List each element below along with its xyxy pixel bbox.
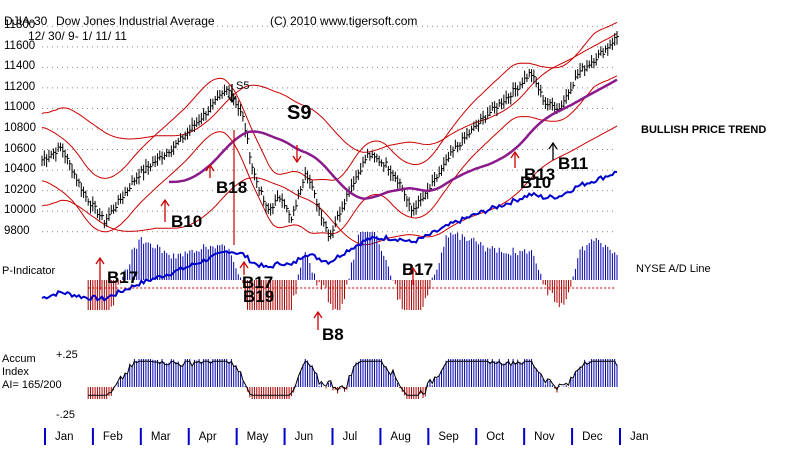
gridlines [42, 25, 617, 233]
signal-b17-may: B17 [242, 273, 274, 292]
accum-index-histogram [87, 359, 618, 399]
month-tick [44, 428, 46, 445]
y-tick-label: 10800 [4, 122, 36, 134]
outer-lower-band [41, 125, 618, 246]
arrow-b8-head [313, 310, 323, 319]
nyse-ad-label: NYSE A/D Line [636, 263, 711, 275]
month-axis [42, 427, 627, 445]
arrow-b17-feb-head [95, 256, 105, 265]
price-bars [41, 31, 619, 242]
signal-b18: B18 [216, 178, 248, 197]
month-label: Mar [150, 431, 171, 443]
p-indicator-histogram [87, 232, 618, 310]
symbol-label: DJIA-30 [4, 14, 48, 28]
arrow-b17-may-head [239, 260, 249, 269]
signal-b19: B19 [243, 287, 275, 306]
copyright: (C) 2010 www.tigersoft.com [270, 14, 418, 28]
month-tick [139, 428, 142, 445]
outer-upper-band [41, 33, 618, 153]
month-tick [523, 428, 526, 445]
signal-b17-feb: B17 [107, 268, 139, 287]
month-label: Sep [438, 431, 459, 443]
signal-b10: B10 [171, 212, 203, 231]
y-tick-label: 11600 [4, 39, 36, 52]
month-label: Jun [294, 431, 314, 443]
y-tick-label: 11800 [4, 19, 36, 32]
moving-average [168, 78, 618, 200]
y-tick-label: 10600 [4, 142, 36, 155]
y-tick-label: 9800 [4, 224, 30, 237]
upper-band [41, 21, 618, 181]
y-tick-label: 11000 [4, 101, 36, 114]
nyse-ad-line [41, 170, 618, 302]
trend-label: BULLISH PRICE TREND [641, 124, 767, 136]
month-tick [475, 428, 478, 445]
lower-band [41, 75, 618, 235]
date-range: 12/ 30/ 9- 1/ 11/ 11 [28, 29, 127, 43]
arrow-b17-aug-head [408, 266, 418, 275]
accum-top-tick: +.25 [56, 349, 78, 361]
signal-b17-aug: B17 [402, 260, 434, 279]
month-tick [619, 428, 621, 445]
arrow-b10-nov-head [510, 150, 520, 159]
accum-bottom-tick: -.25 [56, 409, 75, 421]
signal-b8: B8 [322, 325, 344, 344]
accum-ma-line [88, 360, 618, 396]
month-tick [571, 428, 574, 445]
month-label: Jan [630, 431, 649, 443]
nyse-ad-line [41, 170, 618, 302]
month-tick [331, 428, 334, 445]
signal-s5: S5 [236, 80, 250, 92]
month-label: Jul [342, 431, 358, 443]
month-tick [187, 428, 190, 445]
p-indicator-label: P-Indicator [2, 265, 56, 277]
month-tick [91, 428, 94, 445]
month-tick [283, 428, 286, 445]
month-label: Jan [55, 431, 74, 443]
month-label: Nov [534, 431, 555, 443]
month-tick [427, 428, 430, 445]
ai-value: AI= 165/200 [2, 379, 62, 391]
bollinger-bands [41, 21, 618, 246]
y-tick-label: 11400 [4, 60, 36, 73]
signal-b11: B11 [558, 154, 589, 173]
moving-average-line [168, 78, 618, 200]
signal-s9: S9 [287, 102, 312, 124]
accum-label: Accum [2, 353, 36, 365]
month-tick [235, 428, 238, 445]
arrow-b10-head [160, 198, 170, 207]
signal-b10-nov: B10 [520, 173, 552, 192]
index-label: Index [2, 366, 29, 378]
month-label: Apr [198, 431, 217, 443]
arrow-b11-head [548, 141, 558, 150]
y-tick-label: 10000 [4, 204, 36, 217]
arrow-s9-head [292, 155, 302, 164]
signal-b13: B13 [524, 165, 556, 184]
signal-arrows [95, 84, 558, 330]
month-label: Oct [486, 431, 505, 443]
arrow-s5-head [227, 95, 237, 104]
month-label: Aug [390, 431, 411, 443]
arrow-b18-head [205, 163, 215, 172]
month-label: Feb [102, 431, 123, 443]
index-name: Dow Jones Industrial Average [56, 14, 215, 28]
y-tick-label: 10400 [4, 163, 36, 176]
y-tick-label: 11200 [4, 80, 36, 93]
month-label: May [246, 431, 269, 443]
month-tick [379, 428, 382, 445]
y-tick-label: 10200 [4, 183, 36, 196]
month-label: Dec [582, 431, 603, 443]
